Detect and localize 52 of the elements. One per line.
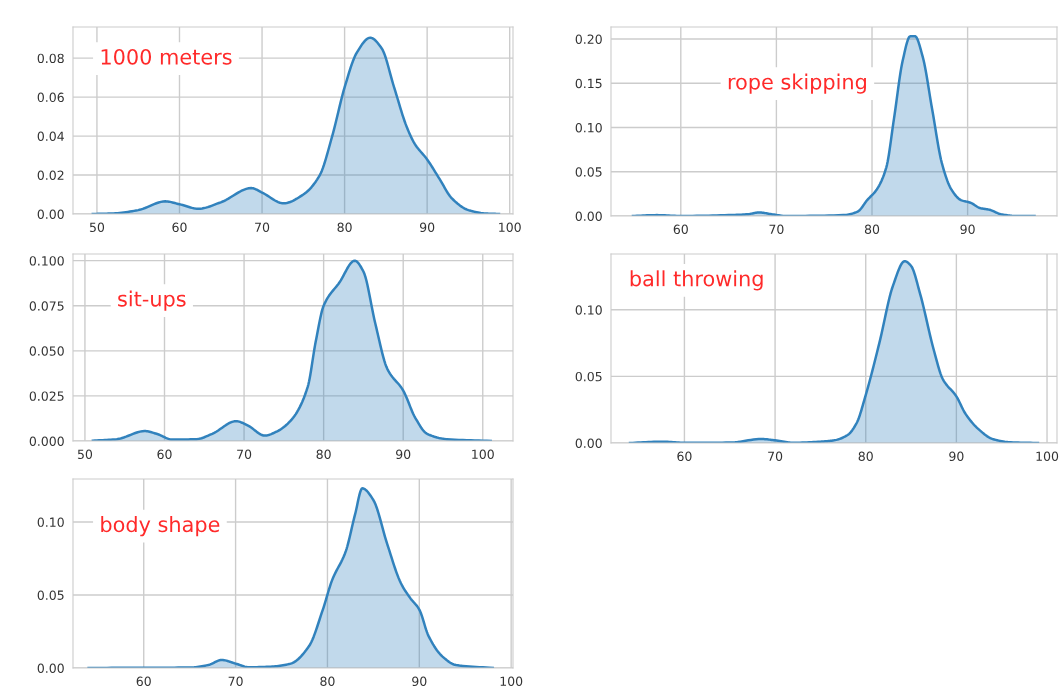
x-tick-label: 80: [320, 676, 335, 687]
x-tick-label: 100: [472, 449, 494, 460]
y-tick-label: 0.00: [575, 211, 602, 221]
x-tick-label: 80: [858, 451, 873, 462]
x-tick-label: 50: [89, 222, 105, 233]
x-tick-label: 60: [136, 676, 151, 687]
x-tick-label: 50: [77, 449, 93, 460]
text: sit-ups: [118, 290, 186, 311]
y-tick-label: 0.20: [575, 34, 602, 44]
y-tick-label: 0.10: [575, 305, 602, 315]
y-tick-label: 0.10: [37, 517, 64, 527]
y-tick-label: 0.05: [575, 371, 602, 382]
y-tick-label: 0.025: [29, 391, 64, 401]
y-tick-label: 0.00: [37, 663, 64, 673]
y-tick-label: 0.08: [37, 53, 64, 64]
x-tick-label: 60: [157, 449, 172, 460]
text: rope skipping: [728, 73, 866, 94]
x-tick-label: 70: [237, 449, 252, 460]
y-tick-label: 0.050: [29, 346, 64, 356]
x-tick-label: 90: [419, 222, 435, 233]
y-tick-label: 0.04: [37, 131, 64, 142]
y-tick-label: 0.15: [575, 78, 602, 89]
x-tick-label: 70: [228, 676, 243, 687]
y-tick-label: 0.00: [37, 209, 64, 219]
x-tick-label: 100: [500, 676, 523, 687]
x-tick-label: 90: [412, 676, 427, 687]
x-tick-label: 80: [337, 222, 352, 233]
x-tick-label: 60: [172, 222, 187, 233]
x-tick-label: 90: [949, 451, 964, 462]
y-tick-label: 0.10: [575, 122, 602, 133]
x-tick-label: 100: [499, 222, 521, 233]
x-tick-label: 80: [864, 224, 880, 235]
x-tick-label: 90: [960, 224, 975, 235]
y-tick-label: 0.100: [29, 256, 64, 266]
y-tick-label: 0.05: [37, 590, 64, 600]
x-tick-label: 80: [316, 449, 331, 460]
x-tick-label: 90: [396, 449, 411, 460]
y-tick-label: 0.06: [37, 92, 64, 103]
text: 1000 meters: [101, 48, 232, 65]
x-tick-label: 60: [677, 451, 692, 462]
text: body shape: [101, 516, 220, 537]
x-tick-label: 70: [768, 451, 783, 462]
y-tick-label: 0.00: [575, 438, 602, 448]
x-tick-label: 60: [673, 224, 688, 235]
x-tick-label: 100: [1036, 451, 1059, 462]
y-tick-label: 0.05: [575, 167, 602, 177]
text: ball throwing: [630, 270, 763, 291]
y-tick-label: 0.02: [37, 170, 64, 180]
x-tick-label: 70: [769, 224, 784, 235]
y-tick-label: 0.000: [29, 436, 64, 446]
y-tick-label: 0.075: [29, 301, 64, 311]
x-tick-label: 70: [255, 222, 270, 233]
